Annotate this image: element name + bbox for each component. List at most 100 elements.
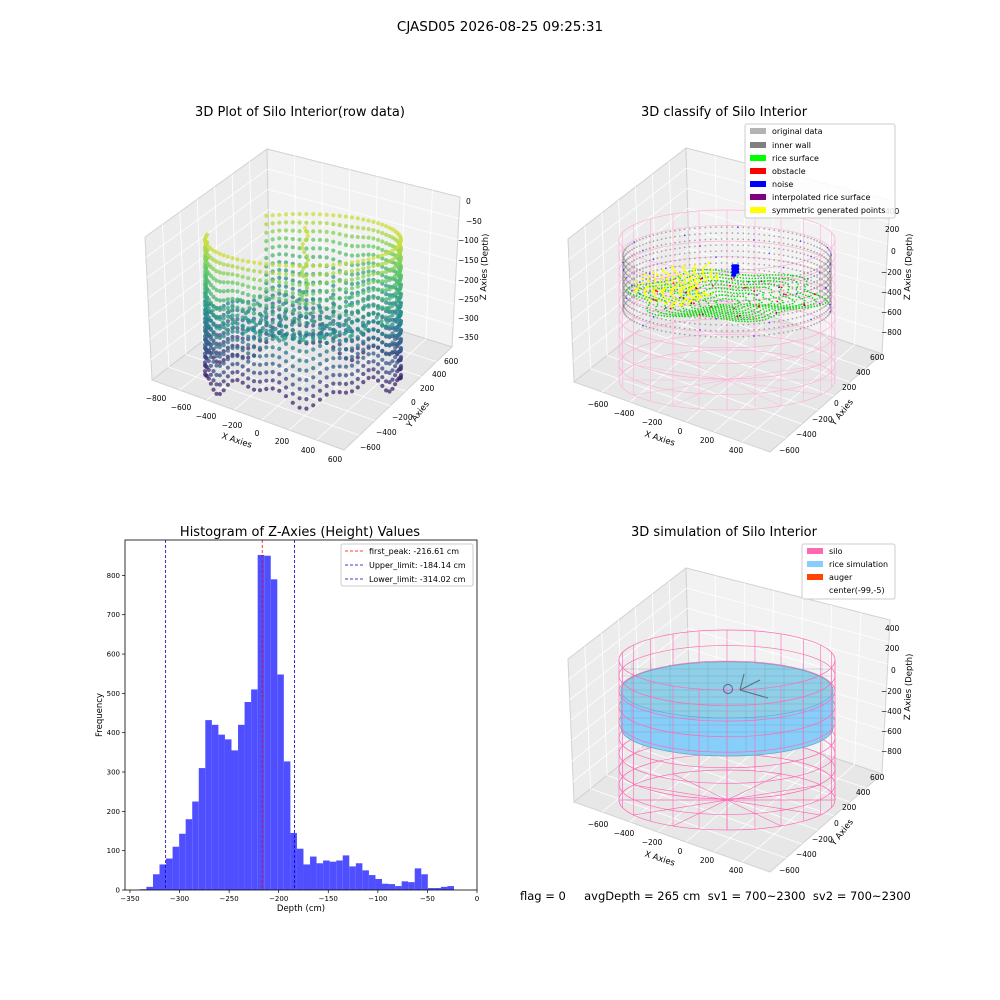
classify-wall-point	[753, 299, 755, 301]
raw-point	[283, 307, 289, 312]
grid-line	[347, 169, 351, 315]
classify-wall-point	[758, 322, 760, 325]
raw-point	[264, 230, 269, 235]
classify-wall-point	[622, 290, 624, 292]
classify-wall-point	[829, 305, 832, 307]
classify-wall-point	[829, 263, 832, 265]
classify-wall-point	[806, 254, 809, 257]
classify-wall-point	[742, 256, 745, 259]
classify-wall-point	[624, 272, 627, 275]
classify-wall-point	[674, 229, 676, 232]
classify-wall-point	[656, 322, 659, 325]
classify-wall-point	[678, 229, 681, 232]
raw-point	[390, 359, 395, 364]
classify-wall-point	[665, 255, 667, 258]
raw-point	[384, 292, 389, 297]
raw-point	[317, 246, 323, 251]
raw-point	[257, 334, 262, 339]
classify-wall-point	[656, 304, 659, 307]
hist-bar	[362, 870, 369, 890]
classify-wall-point	[720, 262, 723, 264]
raw-point	[337, 347, 342, 352]
classify-wall-point	[768, 327, 771, 330]
raw-point	[225, 365, 230, 370]
classify-wall-point	[827, 254, 830, 257]
classify-wall-point	[709, 244, 712, 247]
classify-wall-point	[688, 252, 691, 254]
classify-misc-point	[711, 284, 714, 287]
raw-point	[380, 331, 385, 336]
raw-point	[304, 340, 309, 345]
classify-wall-point	[795, 287, 798, 290]
classify-wall-point	[821, 319, 823, 322]
classify-wall-point	[726, 324, 728, 326]
raw-point	[297, 237, 302, 242]
raw-point	[257, 379, 263, 384]
raw-point	[384, 388, 389, 393]
classify-wall-point	[633, 271, 636, 274]
grid-line	[601, 297, 718, 393]
raw-point	[366, 277, 371, 283]
classify-symmetric-point	[676, 284, 679, 288]
classify-wall-point	[645, 278, 648, 281]
raw-point	[371, 319, 376, 324]
classify-wall-point	[631, 296, 633, 299]
classify-wall-point	[753, 269, 755, 271]
classify-wall-point	[642, 300, 644, 303]
raw-point	[347, 295, 352, 300]
classify-wall-point	[652, 240, 655, 243]
raw-point	[311, 375, 316, 380]
raw-point	[361, 371, 366, 377]
raw-point	[317, 379, 323, 384]
raw-point	[297, 301, 302, 306]
classify-wall-point	[821, 284, 823, 287]
classify-wall-point	[799, 288, 802, 291]
classify-symmetric-point	[665, 280, 669, 284]
raw-point	[217, 391, 222, 397]
classify-wall-point	[645, 313, 648, 316]
classify-wall-point	[665, 249, 667, 252]
classify-wall-point	[803, 296, 806, 299]
raw-point	[235, 361, 240, 366]
classify-wall-point	[803, 308, 806, 311]
classify-wall-point	[624, 254, 627, 257]
raw-point	[311, 347, 316, 352]
classify-wall-point	[731, 280, 734, 282]
grid-line	[623, 761, 819, 831]
classify-wall-point	[699, 299, 701, 301]
raw-point	[384, 266, 389, 271]
raw-point	[324, 340, 329, 345]
classify-wall-point	[636, 304, 638, 306]
raw-point	[225, 382, 230, 387]
classify-wall-point	[791, 323, 794, 326]
grid-line	[267, 188, 458, 241]
classify-wall-point	[778, 235, 780, 238]
classify-wall-point	[709, 317, 712, 320]
raw-point	[301, 273, 306, 279]
raw-point	[385, 320, 390, 325]
raw-point	[390, 368, 395, 373]
raw-point	[221, 388, 226, 393]
classify-wall-point	[810, 324, 812, 327]
raw-point	[211, 369, 216, 374]
classify-y-label: Y Axies	[828, 397, 856, 429]
silo-spoke	[672, 353, 728, 381]
classify-wall-point	[787, 261, 789, 264]
classify-wall-point	[768, 285, 771, 288]
classify-misc-point	[710, 306, 712, 308]
classify-wall-point	[627, 293, 629, 296]
classify-wall-point	[731, 312, 734, 314]
raw-point	[279, 323, 284, 328]
raw-point	[230, 296, 235, 301]
raw-point	[356, 310, 361, 315]
classify-wall-point	[699, 227, 701, 229]
classify-misc-point	[778, 286, 780, 289]
raw-point	[221, 352, 226, 357]
classify-symmetric-point	[637, 284, 641, 287]
raw-point	[349, 363, 355, 368]
sim-legend-frame	[801, 543, 896, 600]
classify-wall-point	[656, 233, 659, 236]
classify-wall-point	[631, 278, 633, 281]
grid-line	[590, 368, 787, 439]
raw-point	[393, 346, 398, 351]
